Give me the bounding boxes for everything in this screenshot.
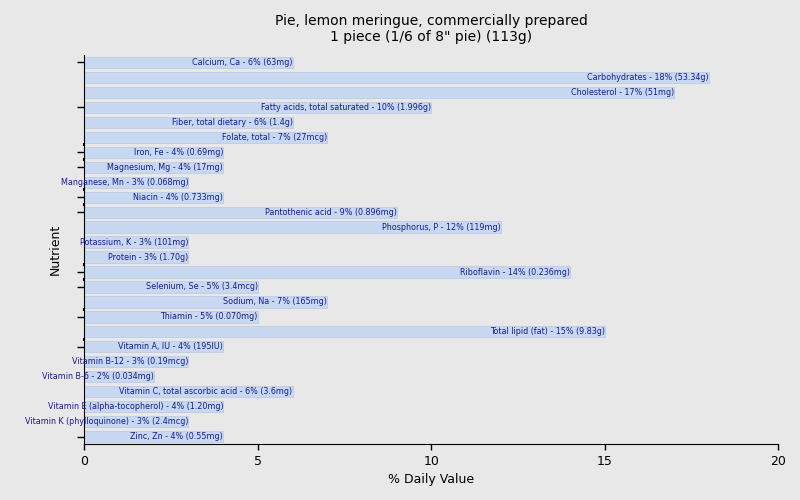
Bar [84, 222, 501, 232]
Bar [84, 356, 189, 368]
Bar [84, 296, 327, 308]
Text: Vitamin B-12 - 3% (0.19mcg): Vitamin B-12 - 3% (0.19mcg) [72, 358, 189, 366]
Bar [84, 162, 223, 173]
Text: Magnesium, Mg - 4% (17mg): Magnesium, Mg - 4% (17mg) [107, 162, 223, 172]
Bar [84, 386, 293, 398]
Text: Sodium, Na - 7% (165mg): Sodium, Na - 7% (165mg) [223, 298, 327, 306]
Text: Iron, Fe - 4% (0.69mg): Iron, Fe - 4% (0.69mg) [134, 148, 223, 157]
Text: Vitamin B-6 - 2% (0.034mg): Vitamin B-6 - 2% (0.034mg) [42, 372, 154, 382]
Bar [84, 176, 189, 188]
Text: Pantothenic acid - 9% (0.896mg): Pantothenic acid - 9% (0.896mg) [265, 208, 397, 216]
Bar [84, 102, 431, 113]
Text: Vitamin K (phylloquinone) - 3% (2.4mcg): Vitamin K (phylloquinone) - 3% (2.4mcg) [25, 417, 189, 426]
Text: Phosphorus, P - 12% (119mg): Phosphorus, P - 12% (119mg) [382, 222, 501, 232]
Text: Vitamin C, total ascorbic acid - 6% (3.6mg): Vitamin C, total ascorbic acid - 6% (3.6… [119, 388, 293, 396]
Bar [84, 87, 674, 98]
Text: Folate, total - 7% (27mcg): Folate, total - 7% (27mcg) [222, 133, 327, 142]
Bar [84, 236, 189, 248]
Bar [84, 401, 223, 412]
Bar [84, 341, 223, 352]
Text: Vitamin E (alpha-tocopherol) - 4% (1.20mg): Vitamin E (alpha-tocopherol) - 4% (1.20m… [47, 402, 223, 411]
Text: Cholesterol - 17% (51mg): Cholesterol - 17% (51mg) [571, 88, 674, 97]
Text: Manganese, Mn - 3% (0.068mg): Manganese, Mn - 3% (0.068mg) [61, 178, 189, 186]
Bar [84, 146, 223, 158]
Text: Niacin - 4% (0.733mg): Niacin - 4% (0.733mg) [134, 192, 223, 202]
Text: Total lipid (fat) - 15% (9.83g): Total lipid (fat) - 15% (9.83g) [490, 328, 605, 336]
Bar [84, 132, 327, 143]
Text: Protein - 3% (1.70g): Protein - 3% (1.70g) [108, 252, 189, 262]
Text: Calcium, Ca - 6% (63mg): Calcium, Ca - 6% (63mg) [192, 58, 293, 67]
Text: Selenium, Se - 5% (3.4mcg): Selenium, Se - 5% (3.4mcg) [146, 282, 258, 292]
Text: Fatty acids, total saturated - 10% (1.996g): Fatty acids, total saturated - 10% (1.99… [261, 103, 431, 112]
Text: Vitamin A, IU - 4% (195IU): Vitamin A, IU - 4% (195IU) [118, 342, 223, 351]
Bar [84, 192, 223, 203]
Text: Riboflavin - 14% (0.236mg): Riboflavin - 14% (0.236mg) [460, 268, 570, 276]
Bar [84, 416, 189, 428]
Bar [84, 57, 293, 68]
Y-axis label: Nutrient: Nutrient [49, 224, 62, 275]
X-axis label: % Daily Value: % Daily Value [388, 473, 474, 486]
Bar [84, 206, 397, 218]
Text: Carbohydrates - 18% (53.34g): Carbohydrates - 18% (53.34g) [587, 73, 709, 82]
Bar [84, 371, 154, 382]
Bar [84, 431, 223, 442]
Title: Pie, lemon meringue, commercially prepared
1 piece (1/6 of 8" pie) (113g): Pie, lemon meringue, commercially prepar… [275, 14, 588, 44]
Bar [84, 326, 605, 338]
Text: Thiamin - 5% (0.070mg): Thiamin - 5% (0.070mg) [161, 312, 258, 322]
Bar [84, 116, 293, 128]
Bar [84, 312, 258, 322]
Bar [84, 266, 570, 278]
Bar [84, 72, 709, 83]
Text: Potassium, K - 3% (101mg): Potassium, K - 3% (101mg) [80, 238, 189, 246]
Bar [84, 282, 258, 292]
Text: Zinc, Zn - 4% (0.55mg): Zinc, Zn - 4% (0.55mg) [130, 432, 223, 441]
Bar [84, 252, 189, 262]
Text: Fiber, total dietary - 6% (1.4g): Fiber, total dietary - 6% (1.4g) [171, 118, 293, 127]
